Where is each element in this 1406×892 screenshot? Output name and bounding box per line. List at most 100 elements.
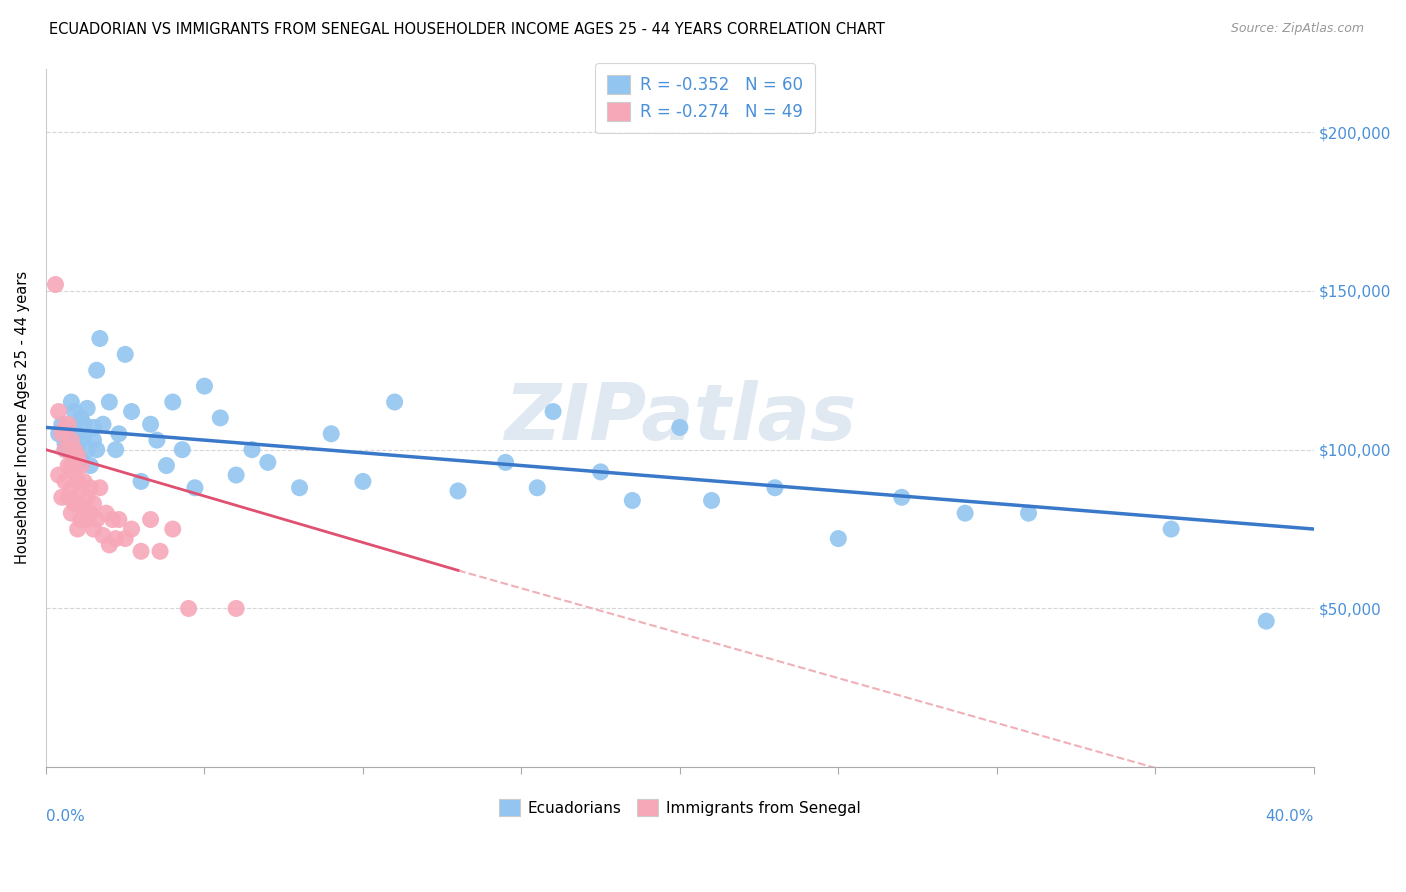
Point [56, 491, 79, 505]
Point [104, 532, 127, 546]
Point [1160, 522, 1182, 536]
Point [162, 522, 184, 536]
Point [56, 433, 79, 447]
Point [48, 468, 70, 483]
Point [288, 481, 311, 495]
Point [69, 410, 91, 425]
Text: 0.0%: 0.0% [46, 809, 84, 824]
Point [56, 417, 79, 432]
Point [76, 442, 98, 457]
Point [48, 426, 70, 441]
Point [256, 455, 278, 469]
Point [621, 493, 644, 508]
Point [69, 483, 91, 498]
Point [384, 395, 406, 409]
Point [177, 601, 200, 615]
Text: ECUADORIAN VS IMMIGRANTS FROM SENEGAL HOUSEHOLDER INCOME AGES 25 - 44 YEARS CORR: ECUADORIAN VS IMMIGRANTS FROM SENEGAL HO… [49, 22, 886, 37]
Point [240, 442, 263, 457]
Point [60, 420, 83, 434]
Point [91, 528, 114, 542]
Point [447, 483, 470, 498]
Point [48, 404, 70, 418]
Point [589, 465, 612, 479]
Point [98, 538, 121, 552]
Point [66, 449, 89, 463]
Point [60, 433, 83, 447]
Point [63, 442, 86, 457]
Legend: Ecuadorians, Immigrants from Senegal: Ecuadorians, Immigrants from Senegal [492, 793, 868, 822]
Point [700, 493, 723, 508]
Point [76, 512, 98, 526]
Point [149, 544, 172, 558]
Point [121, 522, 143, 536]
Point [63, 497, 86, 511]
Point [98, 395, 121, 409]
Point [51, 426, 73, 441]
Point [56, 458, 79, 473]
Point [69, 458, 91, 473]
Point [146, 433, 169, 447]
Point [101, 512, 124, 526]
Point [53, 442, 76, 457]
Point [66, 522, 89, 536]
Point [1256, 614, 1278, 628]
Text: Source: ZipAtlas.com: Source: ZipAtlas.com [1230, 22, 1364, 36]
Point [669, 420, 692, 434]
Text: 40.0%: 40.0% [1265, 809, 1313, 824]
Point [60, 458, 83, 473]
Point [96, 506, 118, 520]
Point [60, 506, 83, 520]
Y-axis label: Householder Income Ages 25 - 44 years: Householder Income Ages 25 - 44 years [15, 271, 30, 565]
Point [83, 420, 105, 434]
Point [321, 426, 343, 441]
Point [495, 455, 517, 469]
Point [129, 475, 152, 489]
Point [79, 458, 101, 473]
Point [86, 363, 108, 377]
Point [172, 442, 194, 457]
Point [541, 404, 564, 418]
Point [63, 404, 86, 418]
Point [86, 442, 108, 457]
Point [104, 442, 127, 457]
Text: ZIPatlas: ZIPatlas [503, 380, 856, 456]
Point [89, 481, 111, 495]
Point [53, 436, 76, 450]
Point [83, 522, 105, 536]
Point [953, 506, 976, 520]
Point [76, 491, 98, 505]
Point [193, 379, 215, 393]
Point [139, 512, 162, 526]
Point [225, 601, 247, 615]
Point [63, 449, 86, 463]
Point [53, 420, 76, 434]
Point [60, 481, 83, 495]
Point [69, 512, 91, 526]
Point [51, 417, 73, 432]
Point [73, 417, 96, 432]
Point [66, 497, 89, 511]
Point [352, 475, 374, 489]
Point [1018, 506, 1040, 520]
Point [108, 426, 131, 441]
Point [114, 347, 136, 361]
Point [79, 506, 101, 520]
Point [44, 277, 66, 292]
Point [63, 465, 86, 479]
Point [890, 491, 912, 505]
Point [129, 544, 152, 558]
Point [763, 481, 786, 495]
Point [73, 430, 96, 444]
Point [108, 512, 131, 526]
Point [827, 532, 849, 546]
Point [73, 475, 96, 489]
Point [66, 426, 89, 441]
Point [139, 417, 162, 432]
Point [526, 481, 548, 495]
Point [91, 417, 114, 432]
Point [225, 468, 247, 483]
Point [83, 497, 105, 511]
Point [53, 475, 76, 489]
Point [76, 401, 98, 416]
Point [51, 491, 73, 505]
